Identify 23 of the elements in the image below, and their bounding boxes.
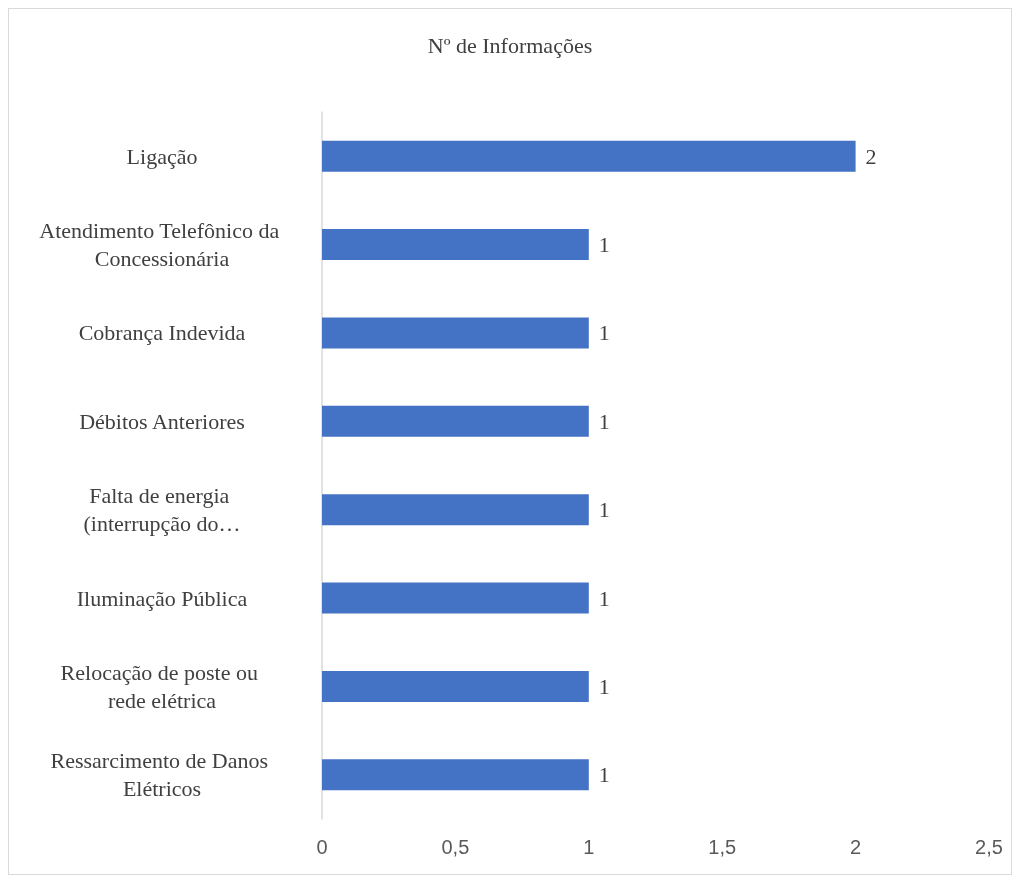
chart-title: Nº de Informações (427, 32, 593, 58)
y-tick-label: Ressarcimento de Danos Elétricos (50, 748, 274, 802)
data-label: 1 (598, 320, 610, 346)
x-tick-label: 1 (583, 836, 595, 858)
data-label: 2 (865, 143, 877, 169)
y-tick-label: Débitos Anteriores (79, 408, 245, 434)
data-label: 1 (598, 585, 610, 611)
y-tick-label: Atendimento Telefônico da Concessionária (39, 218, 285, 272)
y-tick-label: Falta de energia (interrupção do… (83, 483, 241, 537)
x-tick-label: 2,5 (975, 836, 1003, 858)
x-tick-label: 1,5 (708, 836, 737, 858)
y-tick-label: Cobrança Indevida (78, 320, 246, 346)
y-tick-label: Relocação de poste ou rede elétrica (60, 659, 264, 713)
data-label: 1 (598, 408, 610, 434)
data-label: 1 (598, 762, 610, 788)
x-tick-label: 0,5 (441, 836, 470, 858)
x-tick-label: 0 (316, 836, 328, 858)
x-tick-label: 2 (850, 836, 862, 858)
y-tick-label: Iluminação Pública (76, 585, 248, 611)
data-label: 1 (598, 673, 610, 699)
data-label: 1 (598, 497, 610, 523)
data-label: 1 (598, 232, 610, 258)
y-tick-label: Ligação (126, 143, 198, 169)
